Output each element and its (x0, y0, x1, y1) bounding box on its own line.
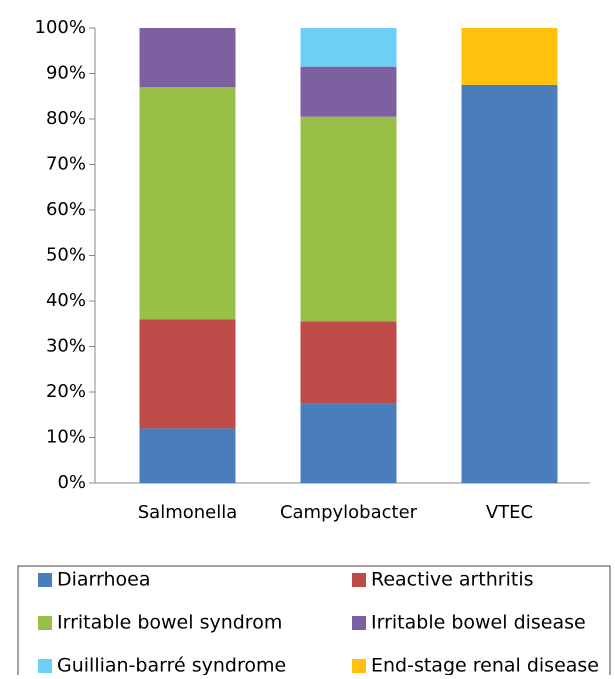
bar-segment (300, 28, 397, 67)
y-tick-label: 80% (46, 108, 86, 129)
legend-swatch (352, 573, 366, 587)
x-tick-label: Campylobacter (280, 502, 418, 523)
y-tick-label: 70% (46, 154, 86, 175)
legend-label: Diarrhoea (57, 569, 151, 591)
bar-segment (461, 84, 558, 483)
y-tick-label: 90% (46, 63, 86, 84)
legend-label: Guillian-barré syndrome (57, 655, 286, 676)
bar-segment (300, 321, 397, 404)
bar-segment (139, 319, 236, 429)
y-tick-label: 50% (46, 245, 86, 266)
y-tick-label: 60% (46, 199, 86, 220)
legend-swatch (352, 659, 366, 673)
legend-swatch (38, 573, 52, 587)
y-tick-label: 30% (46, 336, 86, 357)
bar-segment (461, 28, 558, 85)
legend-box (17, 565, 611, 679)
bar-segment (300, 403, 397, 483)
legend-label: Irritable bowel syndrom (57, 612, 282, 634)
y-tick-label: 40% (46, 290, 86, 311)
bar-segment (139, 28, 236, 88)
bar-segment (139, 428, 236, 483)
y-tick-label: 10% (46, 427, 86, 448)
bar-segment (300, 116, 397, 322)
legend-label: Reactive arthritis (371, 569, 534, 591)
bar-segment (139, 87, 236, 320)
legend-swatch (38, 616, 52, 630)
legend-swatch (352, 616, 366, 630)
legend-label: End-stage renal disease (371, 655, 599, 676)
legend-label: Irritable bowel disease (371, 612, 586, 634)
legend-swatch (38, 659, 52, 673)
x-tick-label: Salmonella (138, 502, 238, 523)
y-tick-label: 20% (46, 381, 86, 402)
x-tick-label: VTEC (486, 502, 533, 523)
y-tick-label: 0% (57, 472, 86, 493)
bar-segment (300, 66, 397, 117)
y-tick-label: 100% (35, 17, 86, 38)
